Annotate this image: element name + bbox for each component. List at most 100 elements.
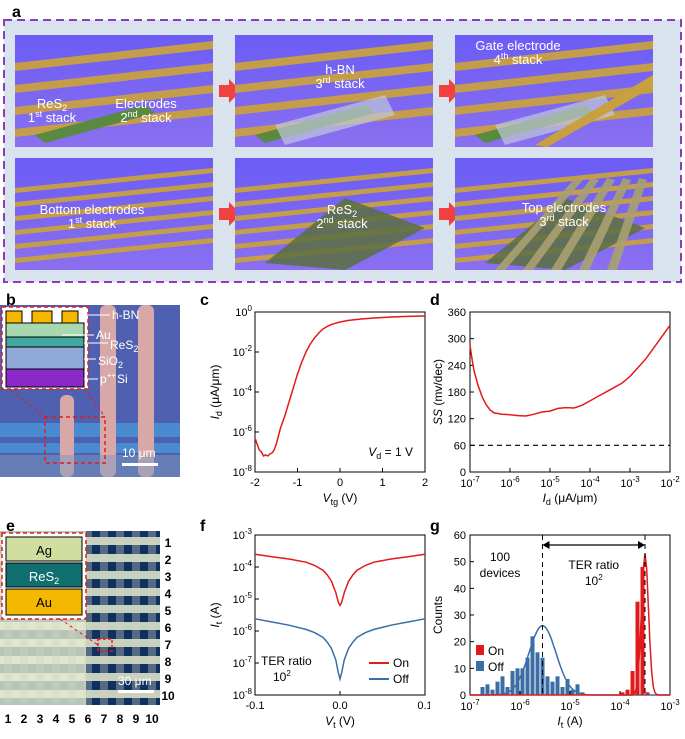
scalebar-label-e: 30 μm: [118, 674, 152, 688]
legend-label: Off: [393, 672, 409, 686]
x-axis-label: Vt (V): [325, 714, 355, 730]
col-number: 3: [37, 712, 44, 726]
bar-on: [640, 567, 645, 695]
axes-frame: [469, 311, 671, 473]
x-tick-label: 10-3: [620, 475, 640, 490]
legend-label: Off: [488, 660, 504, 674]
x-tick-label: 10-7: [460, 698, 480, 713]
x-axis-label: It (A): [557, 714, 582, 730]
chart-f: -0.1 0.0 0.1 10-8 10-7 10-6 10-5 10-4 10-3 Vt (V)…: [208, 527, 430, 730]
row-number: 4: [165, 587, 172, 601]
annotation-ter-value: 102: [273, 669, 291, 684]
y-tick-label: 60: [454, 530, 466, 542]
step-arrow: [219, 79, 241, 103]
bar-on: [625, 689, 630, 695]
label-res2-e: ReS2: [29, 569, 59, 586]
panel-label-g: g: [430, 518, 440, 535]
tile-1-label-4: 2nd stack: [120, 109, 172, 125]
y-tick-label: 10: [454, 663, 466, 675]
series-line: [254, 315, 426, 457]
chart-d: 10-7 10-6 10-5 10-4 10-3 10-2 0 60 120 180 240 300 3…: [431, 307, 680, 507]
series-line: [469, 324, 671, 417]
annotation: Vd = 1 V: [368, 445, 413, 461]
legend-label: On: [488, 644, 504, 658]
tile-6-label-1: Top electrodes: [522, 200, 607, 215]
fit-curve-on: [470, 553, 670, 696]
bar-off: [550, 681, 555, 695]
y-tick-label: 180: [448, 387, 466, 399]
bar-off: [560, 687, 565, 695]
tile-6-label-2: 3rd stack: [539, 213, 589, 229]
tile-1-label-2: 1st stack: [28, 109, 77, 125]
annotation-devices: devices: [480, 566, 521, 580]
legend-label: On: [393, 656, 409, 670]
bar-off: [535, 652, 540, 695]
y-tick-label: 40: [454, 583, 466, 595]
y-tick-label: 50: [454, 557, 466, 569]
tile-5-label-1: ReS2: [327, 202, 357, 219]
y-tick-label: 30: [454, 610, 466, 622]
x-tick-label: -0.1: [246, 700, 265, 712]
bar-off: [565, 679, 570, 695]
bar-off: [570, 689, 575, 695]
col-number: 1: [5, 712, 12, 726]
x-tick-label: 0: [337, 477, 343, 489]
x-tick-label: 10-6: [500, 475, 520, 490]
row-number: 10: [161, 689, 175, 703]
row-number: 1: [165, 536, 172, 550]
y-tick-label: 60: [454, 440, 466, 452]
bar-off: [575, 684, 580, 695]
tile-1-label-1: ReS2: [37, 96, 67, 113]
bar-off: [510, 671, 515, 695]
x-tick-label: 1: [379, 477, 385, 489]
label-au: Au: [96, 328, 111, 342]
label-au-e: Au: [36, 595, 52, 610]
annotation-ter: TER ratio: [568, 558, 619, 572]
bar-off: [520, 668, 525, 695]
y-tick-label: 360: [448, 307, 466, 319]
y-tick-label: 240: [448, 360, 466, 372]
bar-off: [555, 676, 560, 695]
bar-off: [505, 687, 510, 695]
tile-3-label-1: Gate electrode: [475, 38, 560, 53]
legend-swatch: [476, 661, 484, 671]
x-tick-label: 10-4: [580, 475, 600, 490]
y-tick-label: 20: [454, 637, 466, 649]
y-tick-label: 10-4: [233, 559, 253, 574]
bar-off: [525, 657, 530, 695]
y-tick-label: 0: [460, 690, 466, 702]
col-number: 2: [21, 712, 28, 726]
y-tick-label: 10-2: [233, 344, 253, 359]
x-tick-label: 10-3: [660, 698, 680, 713]
label-ag: Ag: [36, 543, 52, 558]
bar-off: [490, 689, 495, 695]
tile-4-label-2: 1st stack: [68, 215, 117, 231]
x-tick-label: 10-7: [460, 475, 480, 490]
bar-off: [500, 676, 505, 695]
y-tick-label: 10-8: [233, 687, 253, 702]
col-number: 6: [85, 712, 92, 726]
x-tick-label: 2: [422, 477, 428, 489]
series-line-on: [254, 553, 426, 607]
x-tick-label: -2: [250, 477, 260, 489]
row-number: 9: [165, 672, 172, 686]
y-axis-label: It (A): [208, 602, 224, 627]
step-arrow: [219, 202, 241, 226]
panel-label-e: e: [6, 518, 15, 535]
x-axis-label: Id (μA/μm): [543, 491, 598, 507]
y-axis-label: Counts: [431, 596, 445, 634]
panel-label-d: d: [430, 292, 440, 309]
y-tick-label: 10-7: [233, 655, 253, 670]
x-tick-label: 0.0: [332, 700, 347, 712]
label-hbn: h-BN: [112, 308, 139, 322]
annotation-ter: TER ratio: [261, 654, 312, 668]
y-tick-label: 120: [448, 414, 466, 426]
row-number: 3: [165, 570, 172, 584]
x-tick-label: -1: [293, 477, 303, 489]
x-tick-label: 10-5: [560, 698, 580, 713]
